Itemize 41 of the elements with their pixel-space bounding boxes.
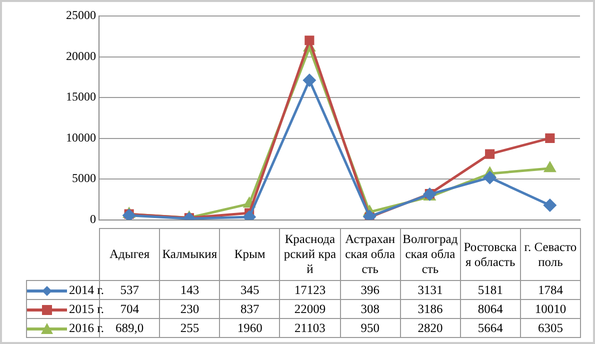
data-label: 255 <box>160 318 220 338</box>
y-tick-label: 20000 <box>66 48 96 63</box>
data-label: 5181 <box>460 280 520 300</box>
data-label: 3131 <box>400 280 460 300</box>
data-label: 10010 <box>520 300 580 318</box>
data-label: 704 <box>120 302 139 316</box>
data-label: 537 <box>120 282 139 296</box>
x-tick-label: Волгоградская область <box>400 228 460 280</box>
data-label: 689,0 <box>116 320 144 334</box>
data-label: 396 <box>340 280 400 300</box>
data-label: 8064 <box>460 300 520 318</box>
y-tick-label: 15000 <box>66 90 96 104</box>
x-tick-label: г. Севастополь <box>520 228 580 280</box>
data-label: 17123 <box>280 280 340 300</box>
x-tick-label: Краснодарский край <box>280 228 340 280</box>
x-tick-label: Калмыкия <box>160 228 220 280</box>
legend-label: 2015 г. <box>69 302 104 316</box>
y-tick-label: 0 <box>90 212 96 226</box>
data-label: 3186 <box>400 300 460 318</box>
data-label: 21103 <box>280 318 340 338</box>
data-label: 5664 <box>460 318 520 338</box>
data-label: 1960 <box>220 318 280 338</box>
x-tick-label: Астраханская область <box>340 228 400 280</box>
x-tick-label: Крым <box>220 228 280 280</box>
y-tick-label: 25000 <box>66 8 96 22</box>
y-tick-label: 10000 <box>66 130 96 144</box>
data-label: 22009 <box>280 300 340 318</box>
data-label: 837 <box>220 300 280 318</box>
data-label: 143 <box>160 280 220 300</box>
x-tick-label: Адыгея <box>100 228 160 280</box>
data-label: 308 <box>340 300 400 318</box>
data-label: 230 <box>160 300 220 318</box>
data-label: 2820 <box>400 318 460 338</box>
data-label: 950 <box>340 318 400 338</box>
data-label: 345 <box>220 280 280 300</box>
data-label: 1784 <box>520 280 580 300</box>
x-tick-label: Ростовская область <box>460 228 520 280</box>
legend-label: 2016 г. <box>69 320 104 334</box>
legend-label: 2014 г. <box>69 282 104 296</box>
y-tick-label: 5000 <box>72 171 96 186</box>
data-label: 6305 <box>520 318 580 338</box>
